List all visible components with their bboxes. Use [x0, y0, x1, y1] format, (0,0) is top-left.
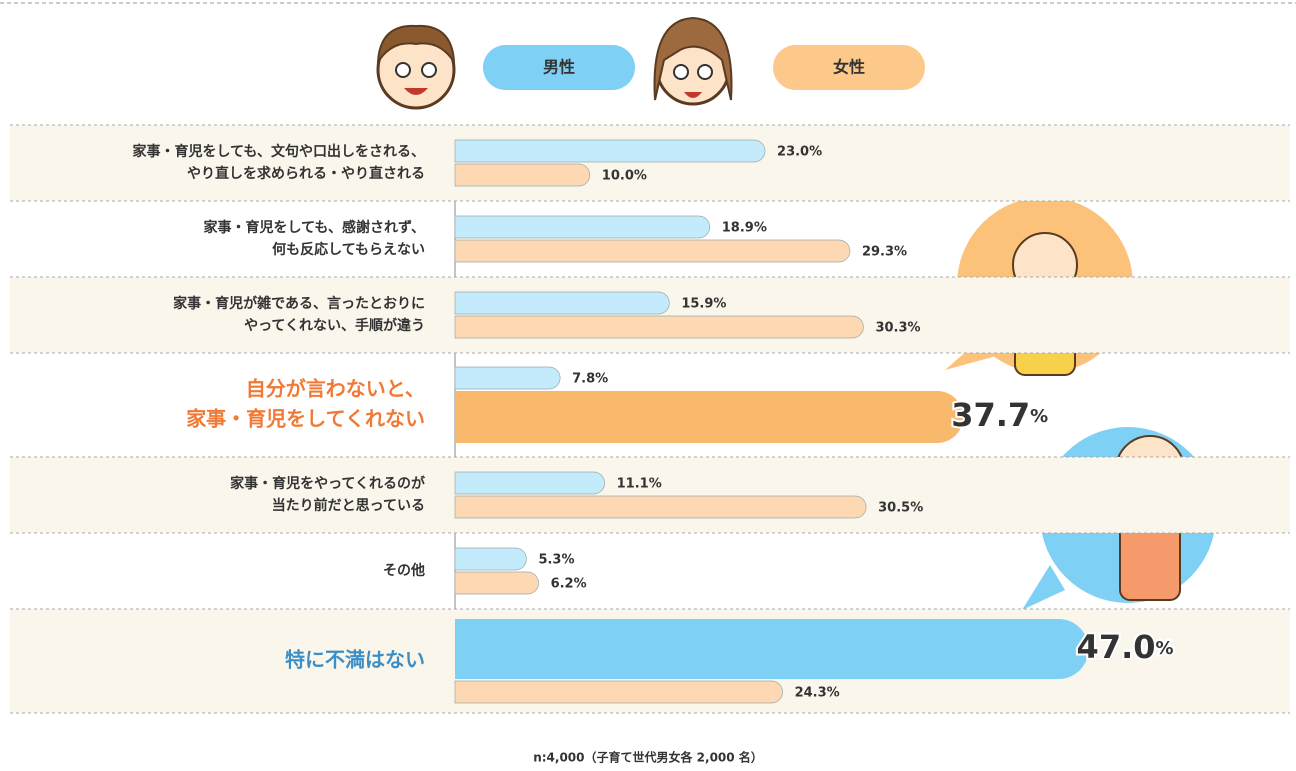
legend-label: 女性 — [833, 58, 865, 77]
category-label: 自分が言わないと、 — [246, 377, 425, 401]
legend-swatch — [773, 45, 925, 90]
overlay: 男性 女性家事・育児をしても、文句や口出しをされる、やり直しを求められる・やり直さ… — [133, 45, 1176, 701]
category-label: やり直しを求められる・やり直される — [187, 165, 425, 182]
category-label: 何も反応してもらえない — [272, 241, 425, 258]
bar — [454, 547, 527, 571]
category-label: 家事・育児をやってくれるのが — [230, 475, 426, 492]
bar — [455, 391, 964, 443]
note: n:4,000（子育て世代男女各 2,000 名） — [533, 750, 763, 765]
value-label: 47.0% — [1077, 628, 1174, 666]
value-label: 23.0% — [777, 145, 822, 160]
bar — [454, 571, 539, 595]
bar — [454, 680, 783, 704]
row-band — [10, 457, 1290, 533]
row-band — [10, 277, 1290, 353]
category-label: その他 — [383, 562, 425, 579]
bar — [454, 315, 864, 339]
category-label: 当たり前だと思っている — [272, 497, 425, 514]
category-label: 家事・育児をしてくれない — [186, 407, 425, 431]
category-label: 特に不満はない — [285, 648, 425, 672]
value-label: 30.5% — [878, 501, 923, 516]
legend-swatch — [483, 45, 635, 90]
legend-label: 男性 — [543, 58, 575, 77]
category-label: 家事・育児をしても、感謝されず、 — [204, 219, 425, 236]
bar — [454, 163, 591, 187]
value-label: 6.2% — [551, 577, 587, 592]
bar — [454, 291, 670, 315]
value-label: 37.7% — [951, 396, 1048, 434]
value-unit: % — [1156, 638, 1174, 659]
category-label: やってくれない、手順が違う — [244, 317, 425, 334]
value-label: 18.9% — [722, 221, 767, 236]
bar — [454, 471, 605, 495]
category-label: 家事・育児が雑である、言ったとおりに — [173, 295, 425, 312]
bar — [454, 215, 711, 239]
value-number: 47.0 — [1077, 628, 1156, 666]
row-band — [10, 125, 1290, 201]
bar — [455, 619, 1089, 679]
value-label: 5.3% — [538, 553, 574, 568]
bar — [454, 366, 561, 390]
bar — [454, 495, 867, 519]
bar — [454, 239, 851, 263]
value-number: 37.7 — [951, 396, 1030, 434]
value-unit: % — [1030, 406, 1048, 427]
bar — [454, 139, 766, 163]
value-label: 29.3% — [862, 245, 907, 260]
value-label: 30.3% — [875, 321, 920, 336]
value-label: 15.9% — [681, 297, 726, 312]
value-label: 24.3% — [795, 686, 840, 701]
category-label: 家事・育児をしても、文句や口出しをされる、 — [133, 143, 425, 160]
value-label: 11.1% — [617, 477, 662, 492]
value-label: 10.0% — [602, 169, 647, 184]
value-label: 7.8% — [572, 372, 608, 387]
